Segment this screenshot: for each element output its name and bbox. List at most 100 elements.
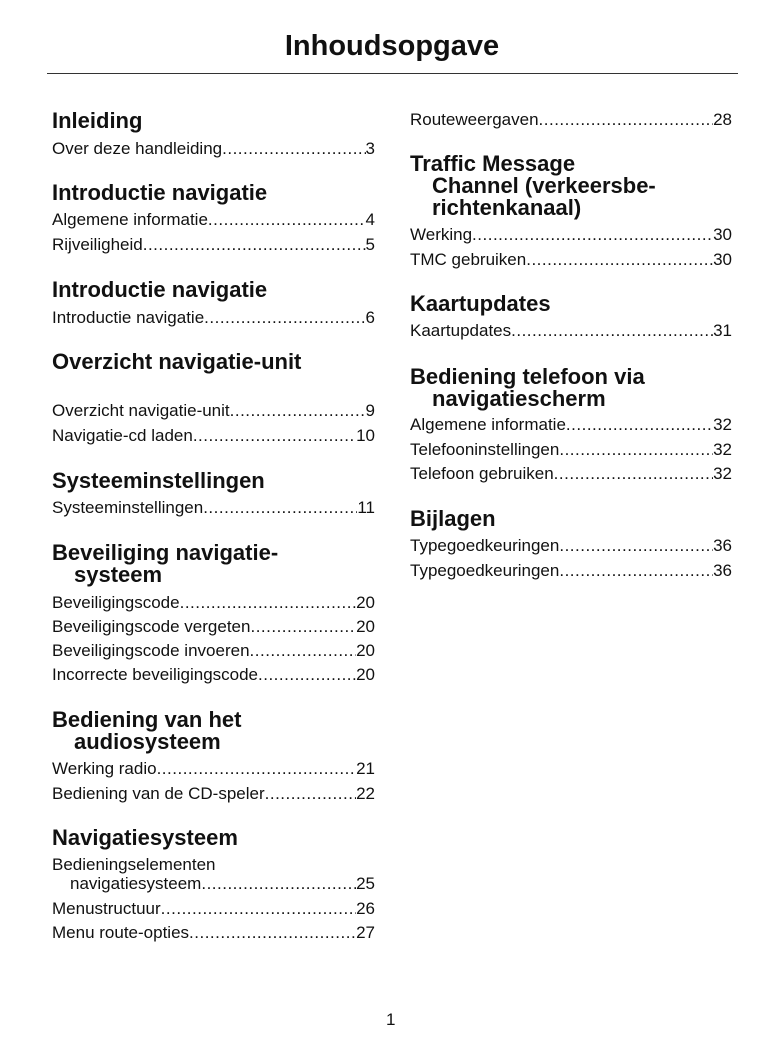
section-heading: Beveiliging navigatie-systeem (52, 542, 382, 586)
entry-page: 32 (713, 415, 732, 434)
entry-page: 5 (365, 235, 375, 254)
heading-line: Bediening van het (52, 707, 242, 732)
toc-entry[interactable]: Telefoon gebruiken 32 (410, 464, 732, 484)
page-number: 1 (386, 1010, 396, 1029)
toc-entry[interactable]: Routeweergaven 28 (410, 110, 732, 130)
toc-entry[interactable]: Telefooninstellingen 32 (410, 440, 732, 460)
heading-line: richtenkanaal) (432, 195, 582, 220)
entry-page: 36 (713, 561, 732, 580)
section-heading: Bijlagen (410, 506, 496, 531)
toc-entry[interactable]: Algemene informatie 32 (410, 415, 732, 435)
entry-label: Algemene informatie (410, 415, 566, 434)
heading-line: Bediening telefoon via (410, 364, 645, 389)
entry-label: Werking (410, 225, 473, 244)
toc-entry[interactable]: Menustructuur 26 (52, 899, 375, 919)
entry-label: Beveiligingscode vergeten (52, 617, 251, 636)
toc-entry[interactable]: Incorrecte beveiligingscode 20 (52, 665, 375, 685)
toc-entry[interactable]: Navigatie-cd laden 10 (52, 426, 375, 446)
toc-entry[interactable]: Beveiligingscode 20 (52, 593, 375, 613)
section-heading: Traffic Message Channel (verkeersbe-richt… (410, 153, 740, 219)
entry-label: Beveiligingscode (52, 593, 180, 612)
entry-page: 32 (713, 440, 732, 459)
section-heading: Inleiding (52, 108, 143, 133)
section-heading: Systeeminstellingen (52, 468, 265, 493)
entry-label: Bediening van de CD-speler (52, 784, 265, 803)
section-heading: Bediening van het audiosysteem (52, 709, 382, 753)
entry-label: Telefooninstellingen (410, 440, 560, 459)
page-title: Inhoudsopgave (284, 30, 500, 62)
toc-entry[interactable]: Bediening van de CD-speler 22 (52, 784, 375, 804)
section-heading: Introductie navigatie (52, 180, 268, 205)
toc-entry[interactable]: Typegoedkeuringen 36 (410, 561, 732, 581)
entry-page: 27 (356, 923, 375, 942)
entry-page: 25 (356, 874, 375, 893)
entry-label: Incorrecte beveiligingscode (52, 665, 259, 684)
entry-label: Beveiligingscode invoeren (52, 641, 250, 660)
toc-entry[interactable]: Introductie navigatie 6 (52, 308, 375, 328)
section-heading: Kaartupdates (410, 291, 551, 316)
toc-entry[interactable]: Rijveiligheid 5 (52, 235, 375, 255)
toc-entry[interactable]: Menu route-opties 27 (52, 923, 375, 943)
entry-label: Overzicht navigatie-unit (52, 401, 230, 420)
heading-line: Traffic Message (410, 151, 576, 176)
entry-label: Menustructuur (52, 899, 161, 918)
entry-label: Typegoedkeuringen (410, 536, 560, 555)
entry-page: 31 (713, 321, 732, 340)
entry-page: 32 (713, 464, 732, 483)
entry-label: Rijveiligheid (52, 235, 143, 254)
entry-page: 11 (357, 498, 375, 517)
entry-label: Algemene informatie (52, 210, 208, 229)
toc-entry[interactable]: Werking radio 21 (52, 759, 375, 779)
entry-label-line: Bedieningselementen (52, 855, 216, 874)
entry-label: Navigatie-cd laden (52, 426, 193, 445)
toc-entry[interactable]: Overzicht navigatie-unit 9 (52, 401, 375, 421)
toc-entry[interactable]: Systeeminstellingen 11 (52, 498, 375, 518)
toc-entry[interactable]: navigatiesysteem 25 (70, 874, 375, 894)
entry-label: Werking radio (52, 759, 157, 778)
entry-label: Menu route-opties (52, 923, 190, 942)
entry-label: TMC gebruiken (410, 250, 527, 269)
entry-label: Kaartupdates (410, 321, 512, 340)
entry-page: 26 (356, 899, 375, 918)
entry-page: 20 (356, 617, 375, 636)
entry-page: 36 (713, 536, 732, 555)
entry-page: 4 (365, 210, 375, 229)
entry-label: Over deze handleiding (52, 139, 223, 158)
entry-page: 28 (713, 110, 732, 129)
entry-label: Introductie navigatie (52, 308, 205, 327)
toc-entry[interactable]: Beveiligingscode invoeren 20 (52, 641, 375, 661)
toc-entry[interactable]: Beveiligingscode vergeten 20 (52, 617, 375, 637)
entry-page: 30 (713, 250, 732, 269)
section-heading: Navigatiesysteem (52, 825, 238, 850)
heading-line: navigatiescherm (432, 386, 606, 411)
section-heading: Overzicht navigatie-unit (52, 349, 302, 374)
entry-page: 3 (365, 139, 375, 158)
toc-entry[interactable]: Algemene informatie 4 (52, 210, 375, 230)
heading-line: Channel (verkeersbe- (432, 173, 656, 198)
entry-label: Systeeminstellingen (52, 498, 204, 517)
entry-page: 30 (713, 225, 732, 244)
section-heading: Introductie navigatie (52, 277, 268, 302)
toc-entry[interactable]: Typegoedkeuringen 36 (410, 536, 732, 556)
title-divider (47, 73, 738, 74)
toc-entry[interactable]: Kaartupdates 31 (410, 321, 732, 341)
entry-page: 21 (356, 759, 375, 778)
entry-label: navigatiesysteem (70, 874, 202, 893)
heading-line: systeem (74, 562, 163, 587)
entry-page: 20 (356, 665, 375, 684)
entry-page: 10 (356, 426, 375, 445)
entry-page: 9 (365, 401, 375, 420)
entry-page: 20 (356, 641, 375, 660)
entry-page: 6 (365, 308, 375, 327)
toc-entry[interactable]: TMC gebruiken 30 (410, 250, 732, 270)
entry-page: 22 (356, 784, 375, 803)
entry-label: Routeweergaven (410, 110, 539, 129)
toc-entry[interactable]: Werking 30 (410, 225, 732, 245)
heading-line: Beveiliging navigatie- (52, 540, 279, 565)
entry-label: Typegoedkeuringen (410, 561, 560, 580)
entry-label: Telefoon gebruiken (410, 464, 554, 483)
entry-page: 20 (356, 593, 375, 612)
toc-entry[interactable]: Over deze handleiding 3 (52, 139, 375, 159)
heading-line: audiosysteem (74, 729, 221, 754)
section-heading: Bediening telefoon via navigatiescherm (410, 366, 740, 410)
